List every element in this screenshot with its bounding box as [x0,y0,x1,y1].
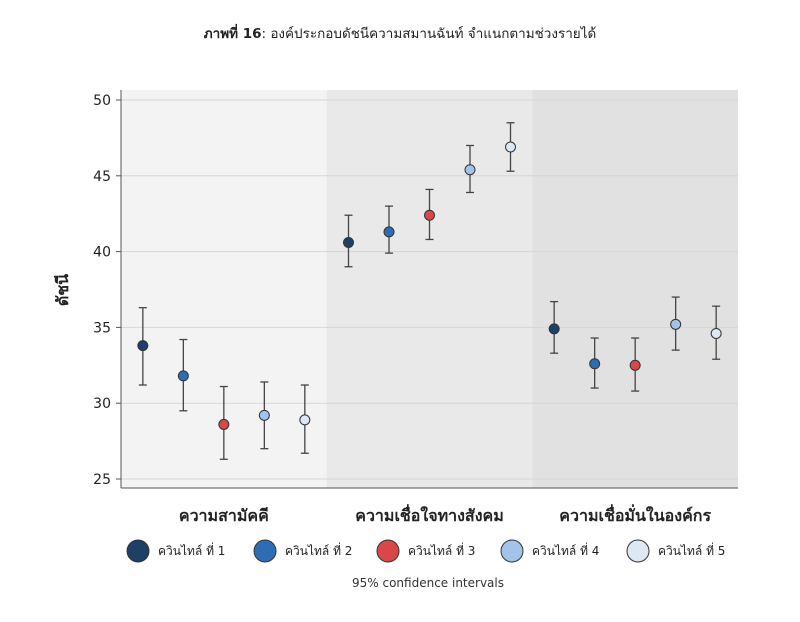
legend-label: ควินไทล์ ที่ 4 [532,542,599,558]
legend-marker [253,539,277,563]
legend-label: ควินไทล์ ที่ 1 [158,542,225,558]
chart-title-text: : องค์ประกอบดัชนีความสมานฉันท์ จำแนกตามช… [261,25,596,42]
data-point [299,414,311,426]
y-tick-label: 35 [93,320,111,336]
data-point [258,409,270,421]
data-point [670,318,682,330]
group-background-2 [326,90,533,488]
y-tick-label: 25 [93,472,111,488]
legend-marker [126,539,150,563]
group-backgrounds [121,90,738,488]
legend-marker [500,539,524,563]
data-points [137,122,722,460]
legend-marker [626,539,650,563]
data-point [629,359,641,371]
legend-label: ควินไทล์ ที่ 2 [285,542,352,558]
y-tick-label: 30 [93,396,111,412]
axes: 25 30 35 40 45 50 ความสามัคคี ความเชื่อใจทางสัง… [93,90,738,525]
data-point [383,226,395,238]
data-point [505,141,516,153]
x-category-label: ความเชื่อใจทางสังคม [355,504,504,525]
data-point [589,358,601,370]
legend-marker [376,539,400,563]
data-point [343,237,354,249]
confidence-note: 95% confidence intervals [352,576,504,590]
data-point [218,418,230,430]
data-point [137,340,149,352]
chart-title: ภาพที่ 16: องค์ประกอบดัชนีความสมานฉันท์ … [204,23,597,42]
data-point [710,327,722,339]
y-tick-label: 40 [93,245,111,261]
group-background-3 [532,90,738,488]
data-point [424,209,435,221]
chart-title-number: ภาพที่ 16 [204,23,262,42]
data-point [464,164,476,176]
data-point [177,370,189,382]
y-tick-label: 45 [93,169,111,185]
legend-label: ควินไทล์ ที่ 5 [658,542,725,558]
x-category-label: ความเชื่อมั่นในองค์กร [559,504,711,525]
data-point [548,323,560,335]
y-tick-label: 50 [93,93,111,109]
y-axis-label: ดัชนี [53,274,72,306]
x-category-label: ความสามัคคี [179,506,269,525]
legend: ควินไทล์ ที่ 1 ควินไทล์ ที่ 2 ควินไทล์ ที่… [126,539,725,563]
legend-label: ควินไทล์ ที่ 3 [408,542,475,558]
